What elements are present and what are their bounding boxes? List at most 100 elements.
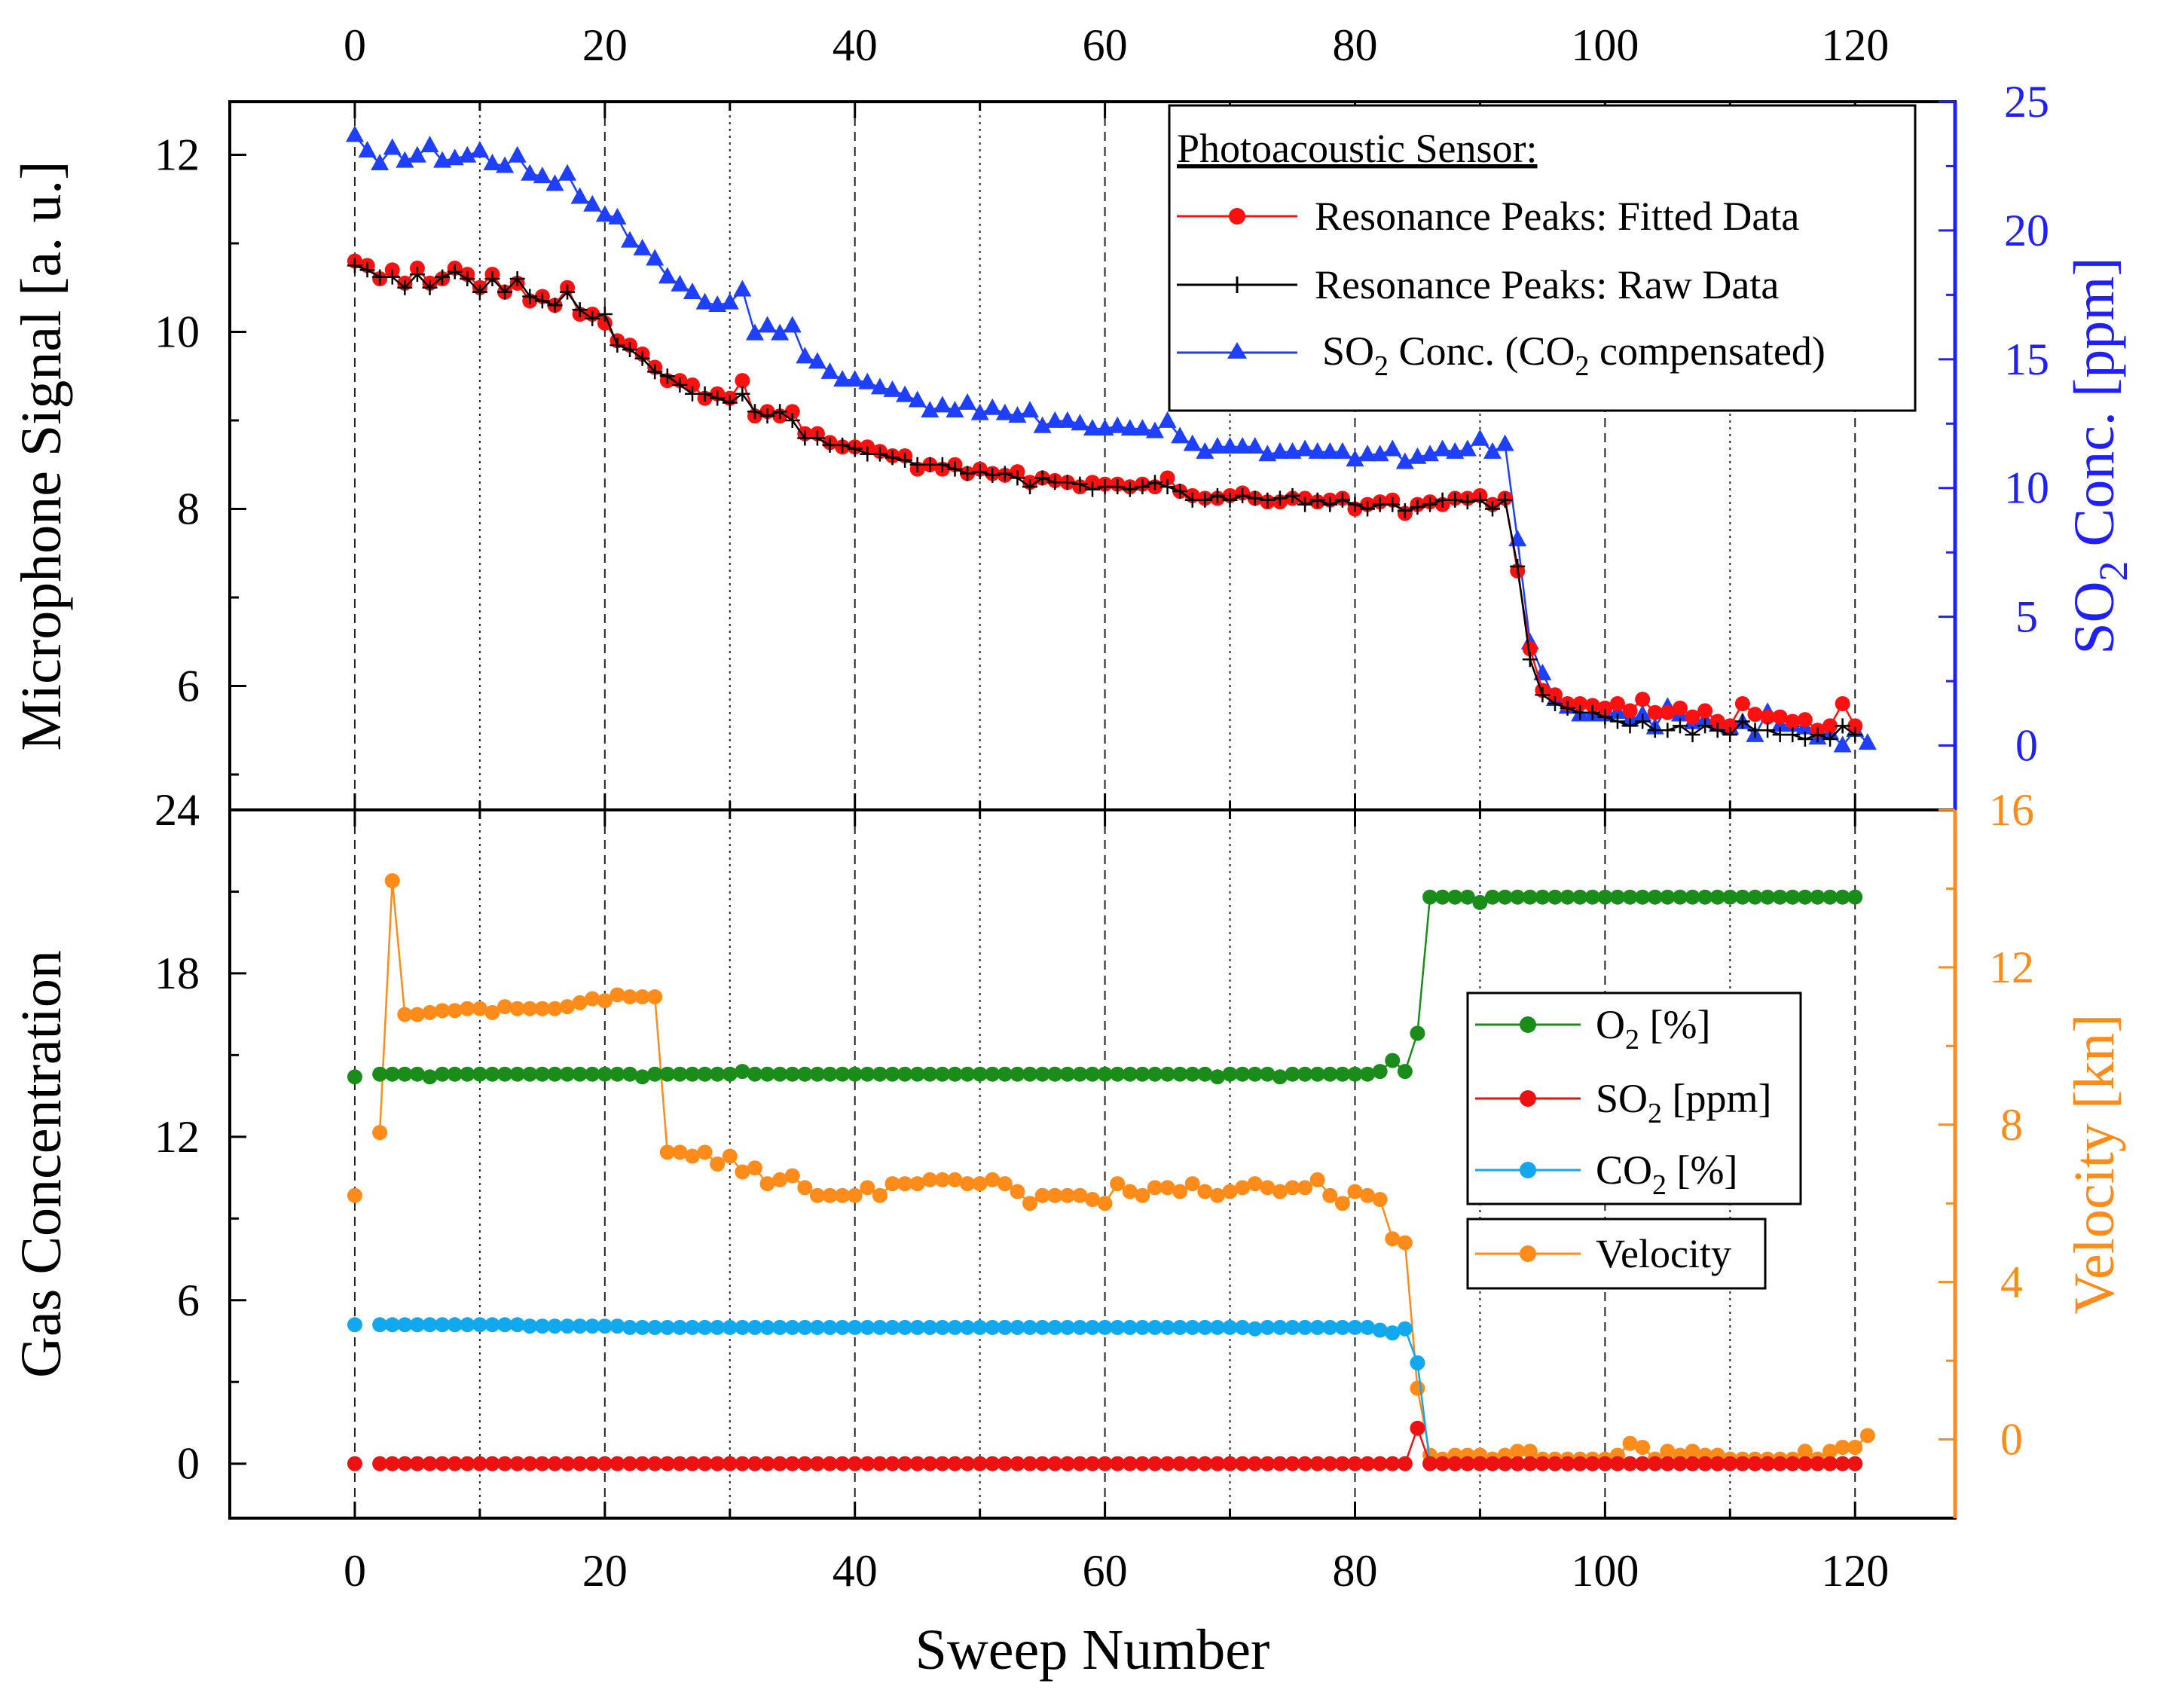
raw-data-point [672, 377, 688, 393]
so2-point [1309, 1456, 1325, 1471]
so2-point [1034, 1456, 1050, 1471]
o2-point [1447, 889, 1463, 905]
raw-data-point [1322, 497, 1338, 512]
co2-point [1135, 1319, 1150, 1335]
top-right-y-tick-label: 10 [2004, 463, 2049, 513]
so2-conc-compensated-point [383, 138, 402, 155]
so2-conc-compensated-point [1208, 437, 1227, 454]
co2-point [597, 1318, 613, 1334]
raw-data-point [1410, 500, 1425, 515]
so2-point [1434, 1456, 1450, 1471]
velocity-point [1635, 1440, 1651, 1455]
co2-point [522, 1318, 538, 1334]
so2-conc-compensated-point [671, 274, 689, 292]
velocity-point [1122, 1184, 1138, 1199]
velocity-point [960, 1176, 976, 1192]
raw-data-point [460, 271, 475, 286]
co2-point [534, 1318, 550, 1334]
co2-point [384, 1317, 400, 1333]
so2-conc-compensated-point [733, 280, 752, 297]
so2-conc-compensated-point [695, 292, 714, 310]
velocity-point [1309, 1172, 1325, 1187]
co2-point [684, 1319, 700, 1335]
so2-conc-compensated-point [883, 380, 902, 397]
fitted-data-point [1547, 687, 1563, 703]
so2-conc-compensated-point [658, 267, 677, 284]
so2-point [1472, 1456, 1488, 1471]
so2-conc-compensated-point [958, 393, 977, 410]
fitted-data-point [1760, 709, 1776, 725]
raw-data-point [1222, 492, 1238, 508]
velocity-point [1209, 1187, 1225, 1203]
so2-conc-compensated-point [508, 145, 527, 163]
raw-data-point [1485, 501, 1501, 517]
velocity-point [497, 999, 513, 1015]
so2-point [1772, 1456, 1788, 1471]
o2-point [1635, 889, 1651, 905]
raw-data-point [1172, 484, 1188, 499]
so2-point [1260, 1456, 1276, 1471]
raw-data-point [472, 284, 487, 300]
velocity-point [622, 989, 638, 1005]
co2-point [735, 1319, 750, 1335]
top-x-tick-label: 20 [582, 20, 628, 70]
so2-point [1297, 1456, 1313, 1471]
so2-point [759, 1456, 775, 1471]
co2-point [1334, 1319, 1350, 1335]
co2-point [1122, 1319, 1138, 1335]
so2-conc-compensated-point [583, 194, 602, 212]
fitted-data-point [1572, 696, 1588, 711]
co2-point [1297, 1319, 1313, 1335]
co2-point [1022, 1319, 1038, 1335]
o2-point [1459, 889, 1475, 905]
co2-point [722, 1319, 738, 1335]
co2-point [847, 1319, 863, 1335]
so2-conc-compensated-point [1483, 442, 1502, 459]
so2-point [509, 1456, 525, 1471]
o2-point [597, 1066, 613, 1082]
o2-point [372, 1066, 388, 1082]
so2-point [797, 1456, 813, 1471]
o2-point [672, 1066, 688, 1082]
o2-point [1734, 889, 1750, 905]
so2-conc-compensated-point [1083, 419, 1101, 436]
bottom-x-tick-labels: 0 20 40 60 80 100 120 [344, 1546, 1889, 1596]
so2-point [710, 1456, 726, 1471]
velocity-point [909, 1176, 925, 1192]
so2-conc-compensated-point [1183, 434, 1202, 451]
o2-point [710, 1066, 726, 1082]
raw-data-point [1822, 732, 1838, 747]
legend-marker-so2 [1520, 1090, 1536, 1107]
top-legend-title: Photoacoustic Sensor: [1177, 126, 1537, 171]
so2-point [1397, 1456, 1413, 1471]
raw-data-point [772, 404, 788, 420]
so2-conc-compensated-point [1245, 437, 1264, 454]
co2-point [1309, 1319, 1325, 1335]
o2-point [1847, 889, 1863, 905]
co2-point [934, 1319, 950, 1335]
o2-point [1184, 1066, 1200, 1082]
raw-data-point [934, 457, 950, 472]
o2-point [497, 1066, 513, 1082]
o2-point [1609, 889, 1625, 905]
co2-point [1172, 1319, 1188, 1335]
o2-point [947, 1066, 963, 1082]
bottom-left-y-tick-label: 6 [177, 1276, 200, 1325]
o2-point [1034, 1066, 1050, 1082]
so2-conc-compensated-point [621, 231, 640, 248]
co2-point [972, 1319, 988, 1335]
o2-point [1197, 1066, 1213, 1082]
so2-point [1222, 1456, 1238, 1471]
so2-point [947, 1456, 963, 1471]
raw-data-point [1785, 727, 1801, 743]
top-x-tick-label: 60 [1083, 20, 1128, 70]
so2-point [1447, 1456, 1463, 1471]
bottom-x-tick-label: 80 [1332, 1546, 1377, 1596]
so2-point [1822, 1456, 1838, 1471]
so2-conc-compensated-point [1471, 429, 1489, 446]
velocity-point [1059, 1187, 1075, 1203]
o2-point [997, 1066, 1013, 1082]
bottom-right-y-tick-label: 8 [2000, 1100, 2023, 1150]
o2-point [972, 1066, 988, 1082]
velocity-point [1397, 1235, 1413, 1251]
